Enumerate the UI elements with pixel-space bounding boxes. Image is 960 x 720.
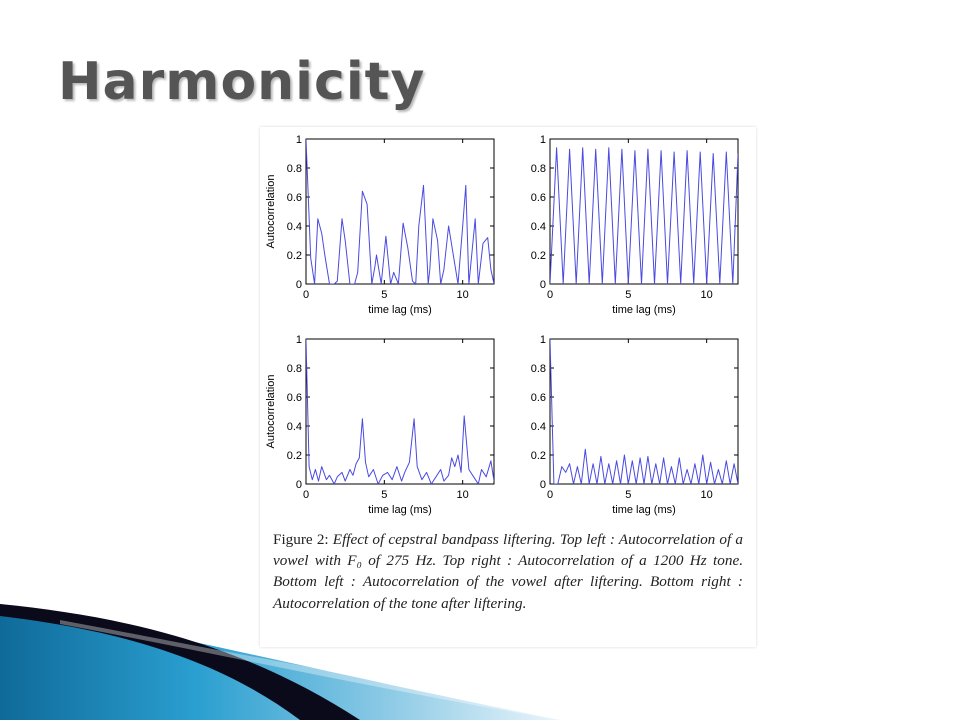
x-tick-label: 0 bbox=[547, 489, 553, 501]
y-tick-label: 1 bbox=[540, 134, 546, 146]
x-axis-label: time lag (ms) bbox=[612, 304, 676, 316]
y-tick-label: 0.2 bbox=[531, 250, 546, 262]
y-tick-label: 0 bbox=[296, 479, 302, 491]
caption-body: Effect of cepstral bandpass liftering. T… bbox=[273, 531, 743, 612]
series-line bbox=[306, 138, 494, 284]
y-tick-label: 0.6 bbox=[287, 392, 302, 404]
axes-frame bbox=[549, 338, 739, 485]
y-tick-label: 0.6 bbox=[531, 392, 546, 404]
y-tick-label: 0.4 bbox=[287, 221, 302, 233]
figure-panel: 0 0.2 0.4 0.6 0.8 1 0 5 10 time lag (ms) Autocorre… bbox=[260, 127, 756, 647]
y-tick-label: 0.4 bbox=[531, 421, 546, 433]
y-tick-label: 0 bbox=[296, 279, 302, 291]
decorative-swoosh bbox=[0, 604, 620, 720]
axes-frame bbox=[549, 138, 739, 285]
y-tick-label: 0.2 bbox=[287, 450, 302, 462]
slide-title: Harmonicity bbox=[58, 52, 426, 112]
figure-caption: Figure 2: Effect of cepstral bandpass li… bbox=[273, 529, 743, 614]
y-tick-label: 0.4 bbox=[287, 421, 302, 433]
x-tick-label: 5 bbox=[625, 289, 631, 301]
y-tick-label: 0 bbox=[540, 279, 546, 291]
x-axis-label: time lag (ms) bbox=[368, 504, 432, 516]
x-axis-label: time lag (ms) bbox=[368, 304, 432, 316]
caption-lead: Figure 2: bbox=[273, 531, 333, 548]
x-tick-label: 0 bbox=[303, 289, 309, 301]
y-tick-label: 0 bbox=[540, 479, 546, 491]
x-tick-label: 0 bbox=[303, 489, 309, 501]
y-tick-label: 0.2 bbox=[287, 250, 302, 262]
y-tick-label: 1 bbox=[296, 334, 302, 346]
x-tick-label: 5 bbox=[381, 489, 387, 501]
y-tick-label: 1 bbox=[540, 334, 546, 346]
x-tick-label: 10 bbox=[457, 489, 469, 501]
y-tick-label: 0.6 bbox=[531, 192, 546, 204]
axes-frame bbox=[305, 338, 495, 485]
y-tick-label: 0.8 bbox=[531, 363, 546, 375]
x-tick-label: 0 bbox=[547, 289, 553, 301]
y-tick-label: 0.4 bbox=[531, 221, 546, 233]
x-axis-label: time lag (ms) bbox=[612, 504, 676, 516]
x-tick-label: 10 bbox=[701, 289, 713, 301]
y-tick-label: 0.6 bbox=[287, 192, 302, 204]
y-axis-label: Autocorrelation bbox=[265, 175, 277, 249]
series-line bbox=[306, 338, 494, 484]
x-tick-label: 5 bbox=[625, 489, 631, 501]
y-tick-label: 1 bbox=[296, 134, 302, 146]
x-tick-label: 10 bbox=[701, 489, 713, 501]
y-axis-label: Autocorrelation bbox=[265, 375, 277, 449]
y-tick-label: 0.2 bbox=[531, 450, 546, 462]
x-tick-label: 10 bbox=[457, 289, 469, 301]
y-tick-label: 0.8 bbox=[287, 363, 302, 375]
series-line bbox=[550, 147, 738, 284]
y-tick-label: 0.8 bbox=[531, 163, 546, 175]
y-tick-label: 0.8 bbox=[287, 163, 302, 175]
x-tick-label: 5 bbox=[381, 289, 387, 301]
